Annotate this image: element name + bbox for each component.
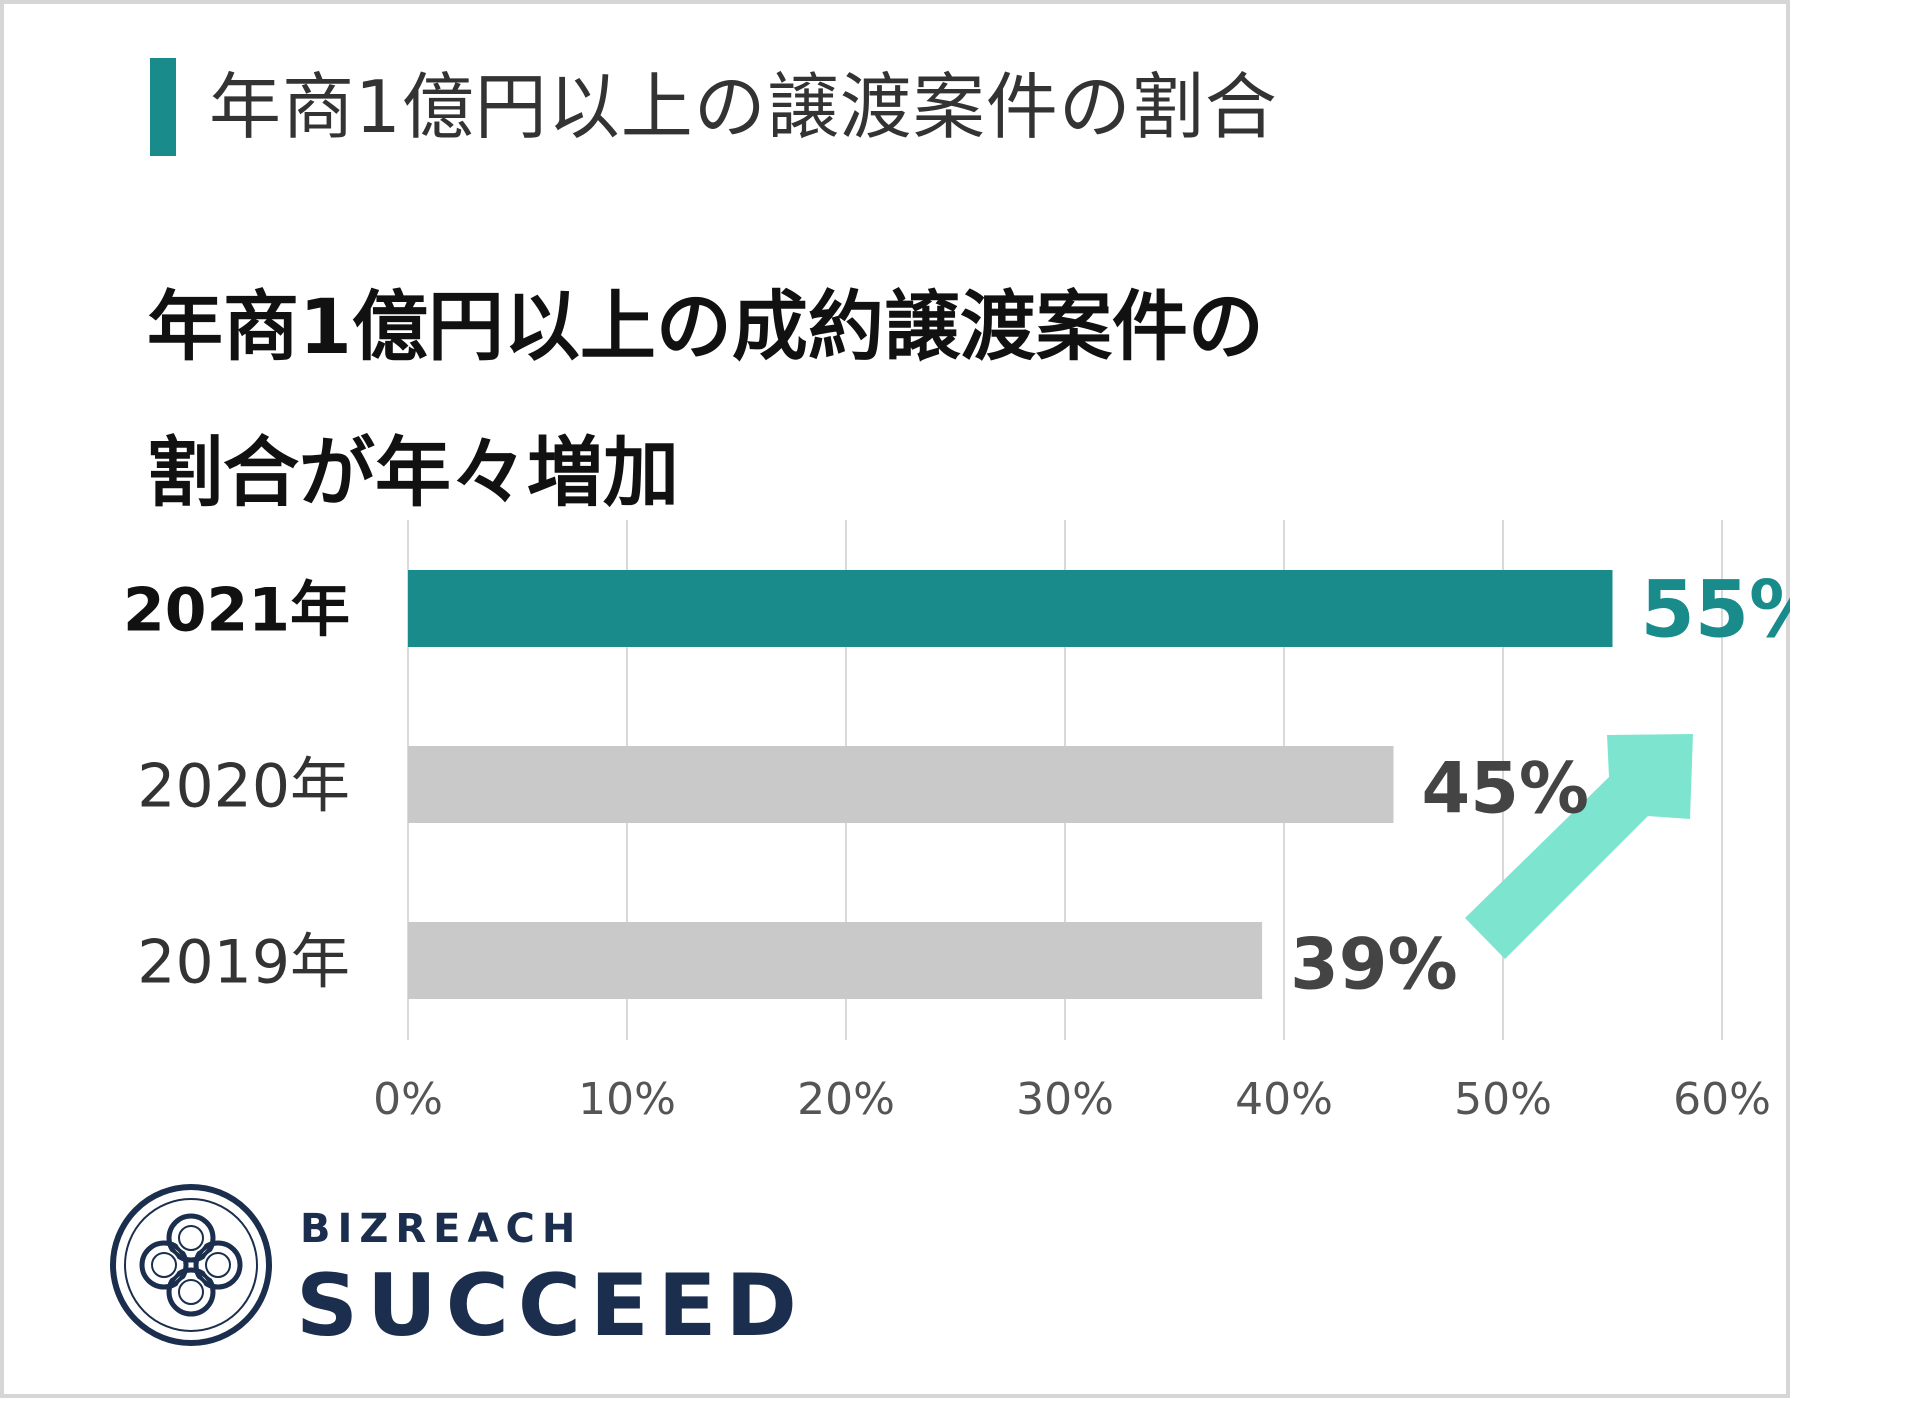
x-tick-label: 10% <box>578 1074 676 1125</box>
x-tick-label: 60% <box>1673 1074 1771 1125</box>
data-label: 45% <box>1422 748 1590 830</box>
x-tick-label: 50% <box>1454 1074 1552 1125</box>
brand-name-main: SUCCEED <box>296 1256 806 1356</box>
data-label: 55% <box>1641 566 1791 656</box>
headline: 年商1億円以上の成約譲渡案件の 割合が年々増加 <box>147 254 1547 546</box>
y-category-label: 2021年 <box>123 576 350 646</box>
x-tick-label: 0% <box>373 1074 443 1125</box>
x-tick-label: 30% <box>1016 1074 1114 1125</box>
headline-line-2: 割合が年々増加 <box>147 428 679 517</box>
bar-chart: 0% 10% 20% 30% 40% 50% 60% 2021年 55% 2020年 45% 2019… <box>123 520 1791 1125</box>
x-tick-label: 40% <box>1235 1074 1333 1125</box>
y-category-label: 2020年 <box>137 752 350 822</box>
bar <box>408 746 1394 823</box>
data-label: 39% <box>1290 924 1458 1006</box>
bar <box>408 922 1263 999</box>
header-accent-bar <box>150 58 176 156</box>
chart-card: 年商1億円以上の譲渡案件の割合 年商1億円以上の成約譲渡案件の 割合が年々増加 <box>0 0 1790 1398</box>
knot-logo-icon <box>110 1184 272 1346</box>
x-tick-label: 20% <box>797 1074 895 1125</box>
bar <box>408 570 1613 647</box>
y-category-label: 2019年 <box>137 928 350 998</box>
page-title: 年商1億円以上の譲渡案件の割合 <box>209 65 1278 149</box>
upward-arrow-icon <box>1465 734 1693 959</box>
brand-name-top: BIZREACH <box>300 1206 583 1252</box>
headline-line-1: 年商1億円以上の成約譲渡案件の <box>147 282 1264 371</box>
